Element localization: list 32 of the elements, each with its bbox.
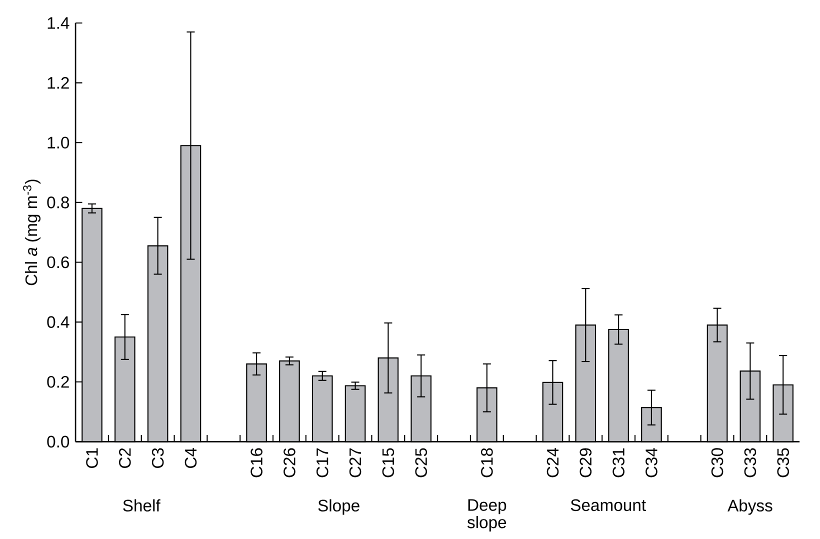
text: Slope (318, 499, 360, 515)
x-tick-label: C4 (184, 448, 197, 468)
x-tick-label: C26 (284, 448, 296, 478)
x-tick-label: C17 (316, 448, 328, 478)
x-tick-label: C24 (546, 448, 559, 478)
y-tick-label: 1.4 (48, 17, 70, 29)
y-tick-label: 0.4 (47, 316, 70, 328)
x-tick-label: C2 (119, 448, 131, 468)
x-tick-label: C29 (580, 448, 592, 478)
x-tick-label: C3 (152, 448, 164, 468)
x-tick-label: C1 (86, 448, 98, 468)
x-tick-label: C33 (744, 448, 756, 478)
y-tick-label: 0.0 (47, 436, 70, 448)
x-tick-label: C30 (711, 448, 724, 478)
text: Shelf (123, 499, 160, 512)
x-tick-label: C35 (777, 448, 789, 478)
y-tick-label: 0.2 (47, 376, 69, 388)
text: Abyss (728, 499, 772, 515)
x-tick-label: C18 (481, 448, 493, 478)
x-tick-label: C34 (646, 448, 658, 478)
x-tick-label: C31 (612, 448, 624, 478)
text: Seamount (570, 499, 646, 512)
y-axis-title: Chl a (mg m$^{-3}$) (23, 180, 41, 286)
x-tick-label: C25 (415, 448, 427, 478)
text: Deep slope (467, 499, 506, 532)
x-tick-label: C16 (250, 448, 262, 478)
y-tick-label: 0.8 (47, 196, 70, 208)
y-tick-label: 1.2 (48, 77, 69, 89)
y-tick-label: 0.6 (47, 256, 69, 268)
x-tick-label: C15 (382, 448, 394, 478)
y-tick-label: 1.0 (48, 136, 70, 149)
x-tick-label: C27 (349, 448, 362, 478)
